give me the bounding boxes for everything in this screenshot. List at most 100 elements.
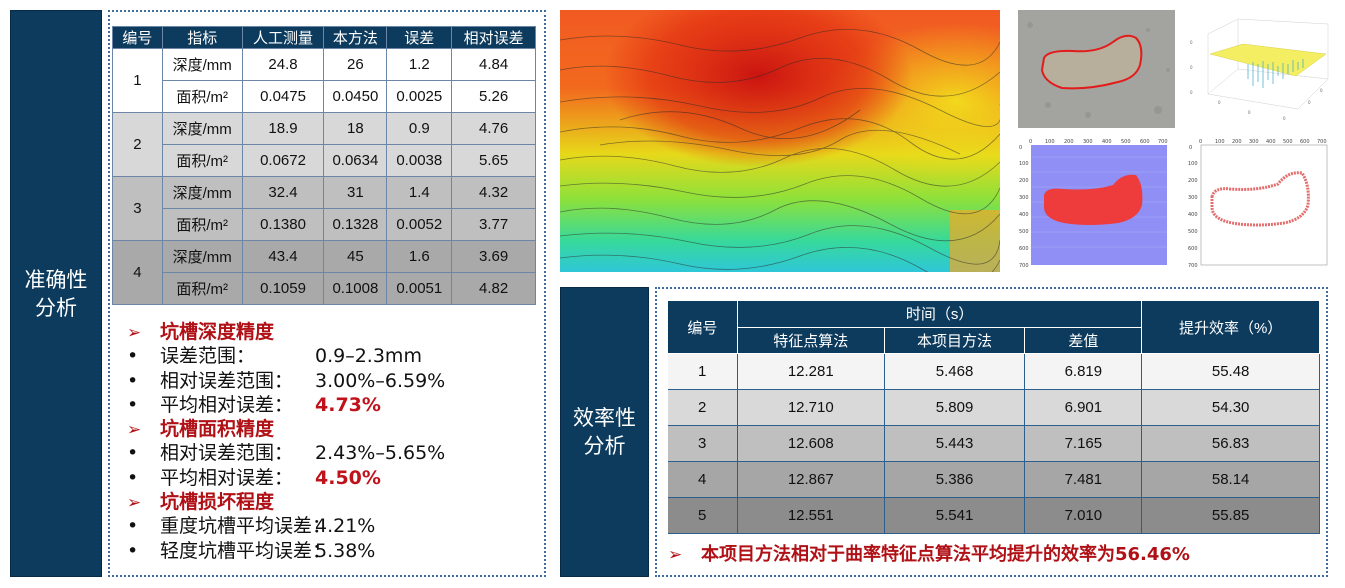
- summary-label: 平均相对误差：: [160, 466, 294, 489]
- table-cell: 0.1380: [241, 208, 325, 241]
- svg-text:100: 100: [1215, 139, 1225, 145]
- svg-text:0: 0: [1308, 100, 1311, 105]
- table-cell: 4.84: [451, 48, 536, 81]
- summary-item: • 平均相对误差： 4.50%: [127, 466, 537, 490]
- table-cell: 0.0052: [386, 208, 453, 241]
- accuracy-table-header: 编号 指标 人工测量 本方法 误差 相对误差: [112, 26, 536, 49]
- elevation-heatmap-image: [560, 10, 1000, 272]
- svg-text:0: 0: [1189, 145, 1192, 151]
- efficiency-conclusion: ➢ 本项目方法相对于曲率特征点算法平均提升的效率为56.46%: [668, 540, 1190, 566]
- summary-value: 5.38%: [315, 539, 376, 562]
- table-cell: 6.819: [1024, 353, 1143, 390]
- summary-item: • 重度坑槽平均误差： 4.21%: [127, 514, 537, 538]
- table-row: 4 深度/mm 43.4 45 1.6 3.69: [112, 240, 536, 305]
- bullet-icon: •: [127, 466, 139, 489]
- table-cell: 5.541: [884, 497, 1026, 534]
- table-cell: 深度/mm: [161, 176, 243, 209]
- svg-text:500: 500: [1283, 139, 1293, 145]
- table-cell: 7.481: [1024, 461, 1143, 498]
- col-subheader: 本项目方法: [883, 326, 1026, 354]
- summary-item: • 相对误差范围： 3.00%–6.59%: [127, 369, 537, 393]
- table-row: 3 深度/mm 32.4 31 1.4 4.32: [112, 176, 536, 241]
- table-row: 面积/m² 0.1380 0.1328 0.0052 3.77: [113, 208, 536, 241]
- table-cell: 12.608: [737, 425, 885, 462]
- summary-label: 误差范围：: [160, 345, 256, 368]
- col-subheader: 特征点算法: [736, 326, 885, 354]
- table-cell: 5.65: [451, 144, 536, 177]
- axis-tick: 600: [1140, 139, 1150, 145]
- group-id: 4: [112, 240, 163, 305]
- col-header: 编号: [667, 300, 738, 354]
- table-cell: 32.4: [241, 176, 325, 209]
- table-row: 面积/m² 0.0672 0.0634 0.0038 5.65: [113, 144, 536, 177]
- table-cell: 0.0475: [241, 80, 325, 113]
- axis-tick: 600: [1019, 246, 1029, 252]
- pothole-photo-image: [1018, 10, 1175, 128]
- summary-highlight-value: 4.73%: [315, 393, 381, 416]
- bullet-icon: •: [127, 539, 139, 562]
- table-cell: 面积/m²: [161, 208, 243, 241]
- accuracy-label-line1: 准确性: [24, 267, 88, 292]
- accuracy-label-line2: 分析: [35, 295, 77, 320]
- svg-text:600: 600: [1188, 246, 1198, 252]
- table-cell: 0.0025: [386, 80, 453, 113]
- axis-tick: 100: [1019, 161, 1029, 167]
- area-title: 坑槽面积精度: [160, 418, 275, 441]
- summary-heading: ➢ 坑槽深度精度: [127, 320, 537, 344]
- table-cell: 58.14: [1141, 461, 1320, 498]
- accuracy-summary: ➢ 坑槽深度精度 • 误差范围： 0.9–2.3mm • 相对误差范围： 3.00%–6.…: [127, 320, 537, 563]
- table-cell: 43.4: [241, 240, 325, 273]
- table-cell: 深度/mm: [161, 112, 243, 145]
- table-cell: 0.0672: [241, 144, 325, 177]
- col-subheader: 差值: [1024, 326, 1143, 354]
- axis-tick: 700: [1019, 263, 1029, 269]
- table-cell: 1: [667, 353, 738, 390]
- efficiency-table-subheader: 特征点算法 本项目方法 差值: [668, 326, 1320, 354]
- table-cell: 3: [667, 425, 738, 462]
- bullet-icon: •: [127, 369, 139, 392]
- table-row: 面积/m² 0.0475 0.0450 0.0025 5.26: [113, 80, 536, 113]
- svg-text:0: 0: [1199, 139, 1202, 145]
- summary-item: • 相对误差范围： 2.43%–5.65%: [127, 441, 537, 465]
- table-cell: 0.0038: [386, 144, 453, 177]
- axis-tick: 500: [1019, 229, 1029, 235]
- table-row: 面积/m² 0.1059 0.1008 0.0051 4.82: [113, 272, 536, 305]
- table-cell: 5.386: [884, 461, 1026, 498]
- svg-text:600: 600: [1300, 139, 1310, 145]
- table-cell: 0.1008: [323, 272, 388, 305]
- table-cell: 18: [323, 112, 388, 145]
- table-row: 3 12.608 5.443 7.165 56.83: [667, 425, 1320, 462]
- svg-text:0: 0: [1190, 90, 1193, 95]
- surface-3d-plot-image: 0 0 0 0 0 0 0 0: [1188, 14, 1333, 126]
- table-cell: 12.867: [737, 461, 885, 498]
- table-cell: 1.4: [386, 176, 453, 209]
- col-header: 编号: [112, 26, 163, 49]
- axis-tick: 500: [1121, 139, 1131, 145]
- table-cell: 面积/m²: [161, 80, 243, 113]
- table-cell: 5.809: [884, 389, 1026, 426]
- table-cell: 0.1328: [323, 208, 388, 241]
- summary-value: 3.00%–6.59%: [315, 369, 446, 392]
- group-id: 3: [112, 176, 163, 241]
- group-id: 2: [112, 112, 163, 177]
- axis-tick: 200: [1064, 139, 1074, 145]
- bullet-icon: •: [127, 442, 139, 465]
- col-header: 指标: [161, 26, 243, 49]
- summary-label: 相对误差范围：: [160, 442, 294, 465]
- table-cell: 6.901: [1024, 389, 1143, 426]
- accuracy-table: 编号 指标 人工测量 本方法 误差 相对误差 1 深度/mm 24.8 26 1…: [112, 26, 536, 305]
- axis-tick: 300: [1019, 195, 1029, 201]
- table-row: 1 深度/mm 24.8 26 1.2 4.84: [112, 48, 536, 113]
- summary-item: • 平均相对误差： 4.73%: [127, 393, 537, 417]
- table-cell: 7.165: [1024, 425, 1143, 462]
- axis-tick: 400: [1102, 139, 1112, 145]
- group-id: 1: [112, 48, 163, 113]
- col-header: 时间（s）: [736, 300, 1143, 328]
- axis-tick: 100: [1045, 139, 1055, 145]
- col-header: 提升效率（%）: [1141, 300, 1320, 354]
- bullet-icon: •: [127, 515, 139, 538]
- table-cell: 0.0634: [323, 144, 388, 177]
- summary-highlight-value: 4.50%: [315, 466, 381, 489]
- efficiency-table-header: 编号 时间（s） 提升效率（%）: [667, 300, 1320, 354]
- col-header: 误差: [386, 26, 453, 49]
